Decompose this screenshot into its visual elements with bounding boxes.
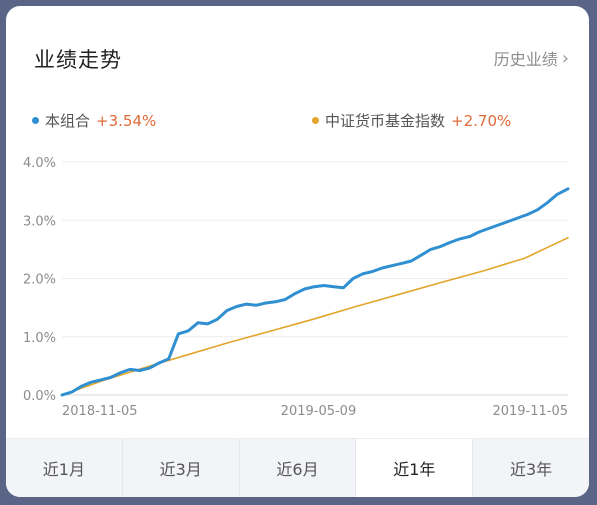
tab-1-month[interactable]: 近1月 bbox=[6, 439, 123, 497]
y-tick-label: 4.0% bbox=[23, 156, 56, 171]
tab-3-years[interactable]: 近3年 bbox=[509, 460, 553, 479]
legend-item-index: 中证货币基金指数 +2.70% bbox=[312, 110, 511, 131]
legend-dot-icon bbox=[312, 117, 319, 124]
legend-label: 本组合 bbox=[45, 112, 91, 130]
chevron-right-icon: › bbox=[561, 47, 569, 69]
performance-card: 业绩走势 历史业绩 › 本组合 +3.54% 中证货币基金指数 +2.70% 0… bbox=[6, 6, 589, 497]
y-tick-label: 0.0% bbox=[23, 389, 56, 404]
x-tick-label: 2019-05-09 bbox=[281, 404, 357, 419]
legend-label: 中证货币基金指数 bbox=[325, 112, 446, 130]
x-tick-label: 2018-11-05 bbox=[62, 404, 138, 419]
legend-item-portfolio: 本组合 +3.54% bbox=[32, 110, 156, 131]
page-title: 业绩走势 bbox=[34, 48, 122, 72]
tab-1-year[interactable]: 近1年 bbox=[356, 439, 474, 497]
y-tick-label: 2.0% bbox=[23, 273, 56, 288]
history-link[interactable]: 历史业绩 › bbox=[494, 46, 569, 70]
series-line-portfolio bbox=[60, 187, 570, 397]
line-chart: 0.0% 1.0% 2.0% 3.0% 4.0% 2018-11-05 2019-05-09… bbox=[23, 156, 570, 419]
y-tick-label: 3.0% bbox=[23, 214, 56, 229]
history-link-label: 历史业绩 bbox=[493, 50, 558, 69]
legend-dot-icon bbox=[32, 117, 39, 124]
period-tabs: 近1月 近3月 近6月 近1年 近3年 bbox=[6, 438, 589, 497]
tab-3-months[interactable]: 近3月 bbox=[123, 439, 240, 497]
series-line-index bbox=[61, 236, 569, 396]
tab-6-months[interactable]: 近6月 bbox=[240, 439, 357, 497]
legend-value: +2.70% bbox=[451, 111, 512, 130]
x-tick-label: 2019-11-05 bbox=[492, 404, 568, 419]
legend-value: +3.54% bbox=[96, 111, 157, 130]
y-tick-label: 1.0% bbox=[23, 331, 56, 346]
